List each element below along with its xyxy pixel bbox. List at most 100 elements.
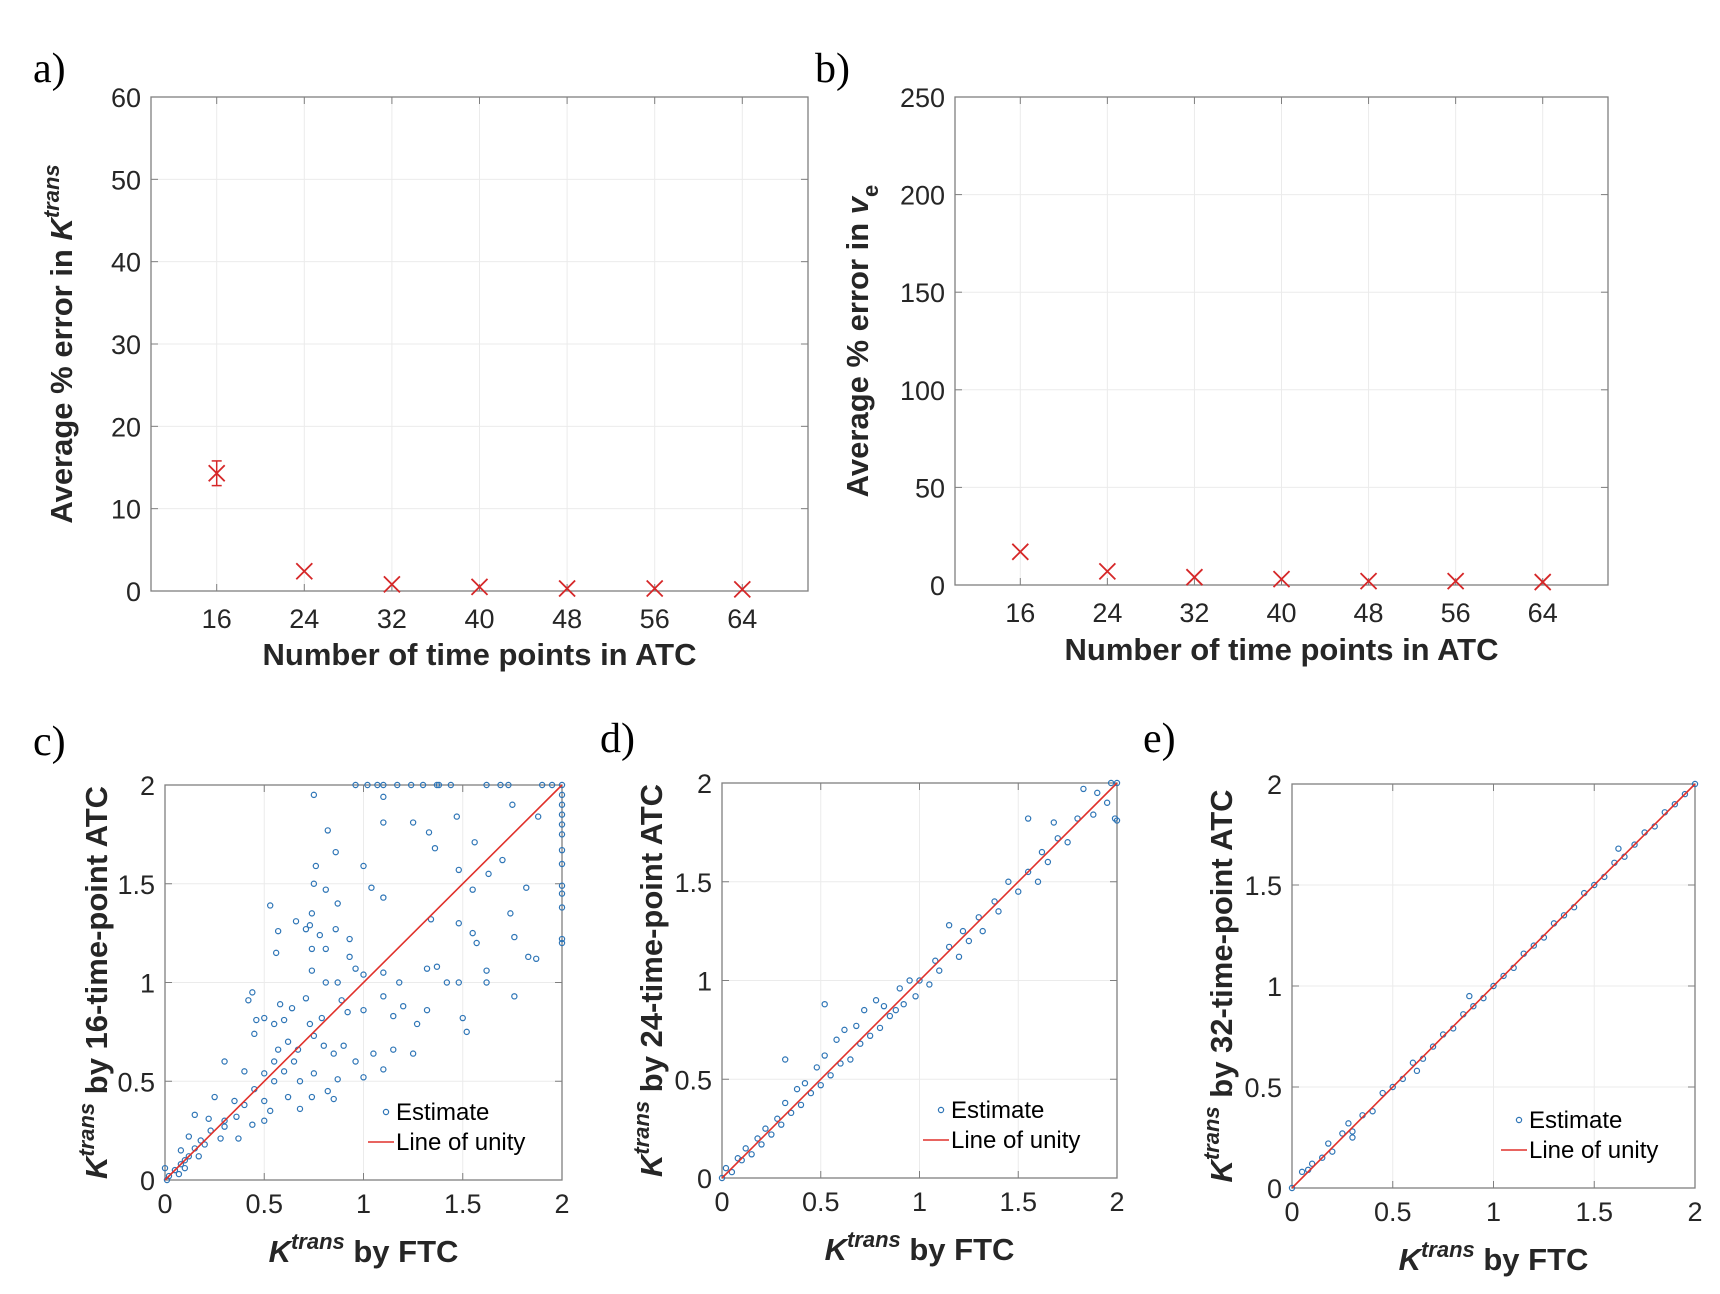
estimate-point [302, 925, 310, 933]
estimate-point [758, 1141, 765, 1148]
estimate-point [774, 1115, 781, 1122]
estimate-point [722, 1164, 730, 1172]
estimate-point [1024, 868, 1032, 876]
estimate-point [346, 953, 353, 961]
estimate-point [175, 1170, 183, 1178]
data-point-x-marker [646, 579, 664, 598]
estimate-point [276, 1001, 284, 1008]
estimate-point [181, 1164, 189, 1172]
estimate-point [821, 1052, 828, 1059]
estimate-point [1500, 972, 1507, 980]
estimate-point [380, 1066, 387, 1073]
estimate-point [177, 1160, 185, 1168]
estimate-point [267, 1107, 274, 1115]
estimate-point [896, 985, 903, 992]
estimate-point [233, 1113, 240, 1121]
y-label-superscript: trans [74, 1103, 99, 1157]
y-tick-label: 0 [697, 1164, 712, 1194]
y-axis-label: Ktrans by 16-time-point ATC [74, 786, 114, 1179]
estimate-point [532, 955, 540, 963]
estimate-point [827, 1072, 834, 1079]
estimate-point [955, 953, 963, 961]
estimate-point [368, 884, 375, 891]
legend-estimate-marker [1515, 1116, 1523, 1124]
estimate-point [1409, 1059, 1417, 1066]
panel-label: d) [600, 716, 635, 762]
estimate-point [1329, 1148, 1336, 1155]
estimate-point [409, 1050, 417, 1057]
estimate-point [310, 880, 318, 887]
estimate-point [296, 1078, 304, 1085]
estimate-point [177, 1147, 185, 1154]
y-label-symbol: K [634, 1152, 669, 1177]
y-tick-label: 2 [1267, 770, 1282, 800]
estimate-point [380, 894, 387, 901]
estimate-point [334, 900, 341, 907]
x-tick-label: 40 [1266, 598, 1296, 628]
estimate-point [431, 845, 439, 852]
estimate-point [396, 979, 403, 986]
estimate-point [249, 989, 256, 996]
estimate-point [308, 967, 316, 974]
y-tick-label: 1.5 [1244, 871, 1282, 901]
estimate-point [507, 910, 514, 917]
estimate-point [945, 922, 953, 929]
estimate-point [876, 1024, 884, 1032]
estimate-point [400, 1003, 407, 1010]
x-tick-label: 40 [464, 604, 494, 634]
estimate-point [324, 827, 331, 834]
estimate-point [1615, 845, 1622, 852]
y-tick-label: 100 [900, 376, 945, 406]
estimate-point [965, 937, 973, 945]
estimate-point [511, 993, 518, 1000]
panel-label: c) [33, 719, 66, 765]
data-point-x-marker [1185, 568, 1204, 586]
estimate-point [161, 1164, 169, 1172]
x-label-symbol: K [825, 1232, 850, 1267]
x-tick-label: 56 [1441, 598, 1471, 628]
estimate-point [290, 1058, 298, 1065]
estimate-point [853, 1022, 860, 1030]
line-of-unity [164, 784, 563, 1181]
estimate-point [455, 866, 462, 874]
y-label-suffix: by 24-time-point ATC [634, 784, 669, 1101]
estimate-point [261, 1117, 268, 1124]
estimate-point [1339, 1130, 1346, 1137]
y-tick-label: 1 [140, 969, 155, 999]
estimate-point [991, 898, 998, 905]
panel-label: e) [1143, 716, 1176, 762]
estimate-point [394, 781, 401, 789]
y-tick-label: 0 [140, 1166, 155, 1196]
estimate-point [1560, 912, 1568, 919]
estimate-point [1005, 878, 1012, 885]
estimate-point [324, 1087, 331, 1095]
estimate-point [413, 1020, 421, 1028]
x-tick-label: 1 [356, 1189, 371, 1219]
estimate-point [880, 1002, 888, 1010]
estimate-point [390, 1012, 397, 1020]
estimate-point [280, 1068, 288, 1075]
legend-unity-label: Line of unity [951, 1127, 1080, 1154]
estimate-point [332, 925, 339, 933]
estimate-point [1064, 839, 1071, 846]
estimate-point [742, 1145, 749, 1152]
estimate-point [1054, 835, 1061, 842]
estimate-point [284, 1093, 292, 1101]
estimate-point [762, 1125, 769, 1132]
x-tick-label: 48 [552, 604, 582, 634]
estimate-point [409, 819, 417, 826]
x-tick-label: 32 [1179, 598, 1209, 628]
estimate-point [525, 953, 532, 961]
estimate-point [364, 781, 371, 789]
data-point-x-marker [1098, 562, 1117, 580]
estimate-point [558, 801, 566, 808]
x-tick-label: 1.5 [999, 1187, 1037, 1217]
estimate-point [912, 993, 919, 1000]
y-label-symbol: K [79, 1154, 114, 1179]
y-tick-label: 30 [111, 330, 141, 360]
x-tick-label: 0.5 [245, 1189, 283, 1219]
estimate-point [886, 1012, 894, 1020]
